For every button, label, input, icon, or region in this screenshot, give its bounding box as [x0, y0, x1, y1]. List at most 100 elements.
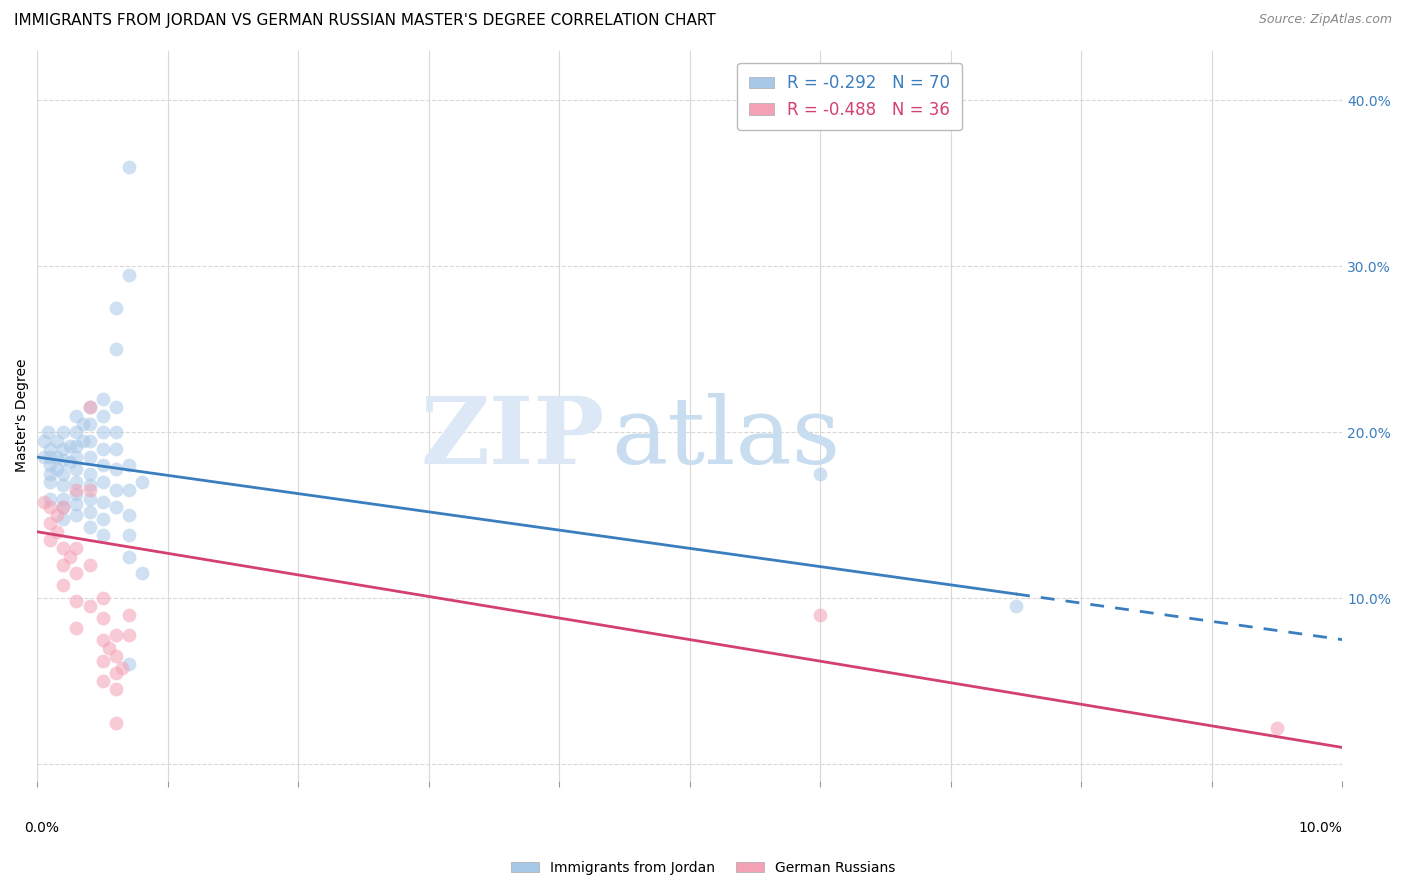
Point [59, 455, 82, 469]
Point [91, 442, 114, 456]
Point [91, 392, 114, 406]
Text: IMMIGRANTS FROM JORDAN VS GERMAN RUSSIAN MASTER'S DEGREE CORRELATION CHART: IMMIGRANTS FROM JORDAN VS GERMAN RUSSIAN… [14, 13, 716, 29]
Text: atlas: atlas [612, 392, 841, 483]
Point [91, 654, 114, 668]
Point [52, 578, 75, 592]
Point [118, 549, 141, 564]
Point [65, 409, 87, 423]
Point [39, 533, 62, 547]
Point [79, 599, 101, 614]
Point [131, 566, 153, 581]
Point [79, 558, 101, 572]
Point [45, 461, 67, 475]
Point [79, 478, 101, 492]
Point [79, 401, 101, 415]
Point [104, 301, 127, 315]
Point [111, 661, 134, 675]
Point [118, 160, 141, 174]
Point [79, 467, 101, 481]
Point [104, 665, 127, 680]
Point [52, 558, 75, 572]
Point [98, 640, 121, 655]
Point [45, 508, 67, 523]
Point [32, 450, 55, 464]
Point [118, 483, 141, 498]
Point [52, 478, 75, 492]
Point [52, 453, 75, 467]
Point [104, 715, 127, 730]
Point [104, 425, 127, 440]
Y-axis label: Master's Degree: Master's Degree [15, 359, 30, 473]
Point [118, 528, 141, 542]
Point [1265, 721, 1288, 735]
Point [104, 401, 127, 415]
Point [65, 450, 87, 464]
Point [45, 524, 67, 539]
Text: 10.0%: 10.0% [1298, 821, 1343, 835]
Point [79, 401, 101, 415]
Point [45, 450, 67, 464]
Point [65, 425, 87, 440]
Point [104, 500, 127, 514]
Point [32, 434, 55, 448]
Point [65, 508, 87, 523]
Point [65, 497, 87, 511]
Point [65, 475, 87, 489]
Point [52, 442, 75, 456]
Point [79, 520, 101, 534]
Point [91, 528, 114, 542]
Point [72, 434, 94, 448]
Point [91, 495, 114, 509]
Point [39, 467, 62, 481]
Point [52, 467, 75, 481]
Point [104, 442, 127, 456]
Legend: R = -0.292   N = 70, R = -0.488   N = 36: R = -0.292 N = 70, R = -0.488 N = 36 [737, 62, 962, 130]
Point [91, 611, 114, 625]
Point [91, 458, 114, 473]
Point [39, 475, 62, 489]
Point [91, 632, 114, 647]
Point [91, 475, 114, 489]
Point [104, 627, 127, 641]
Point [91, 409, 114, 423]
Point [72, 417, 94, 431]
Point [52, 541, 75, 556]
Point [52, 500, 75, 514]
Point [65, 483, 87, 498]
Point [65, 566, 87, 581]
Point [131, 475, 153, 489]
Point [52, 425, 75, 440]
Text: 0.0%: 0.0% [24, 821, 59, 835]
Point [52, 511, 75, 525]
Point [118, 607, 141, 622]
Point [65, 621, 87, 635]
Point [91, 511, 114, 525]
Point [32, 495, 55, 509]
Point [39, 458, 62, 473]
Point [65, 541, 87, 556]
Point [52, 500, 75, 514]
Point [79, 450, 101, 464]
Point [118, 627, 141, 641]
Point [65, 461, 87, 475]
Point [59, 438, 82, 452]
Point [91, 591, 114, 606]
Point [1005, 599, 1028, 614]
Point [39, 516, 62, 531]
Point [39, 442, 62, 456]
Point [104, 483, 127, 498]
Point [59, 549, 82, 564]
Text: ZIP: ZIP [420, 392, 605, 483]
Point [104, 343, 127, 357]
Point [104, 682, 127, 697]
Point [79, 505, 101, 519]
Point [118, 458, 141, 473]
Point [104, 461, 127, 475]
Point [65, 594, 87, 608]
Point [91, 425, 114, 440]
Point [118, 657, 141, 672]
Point [65, 438, 87, 452]
Point [91, 674, 114, 689]
Point [37, 425, 59, 440]
Point [79, 417, 101, 431]
